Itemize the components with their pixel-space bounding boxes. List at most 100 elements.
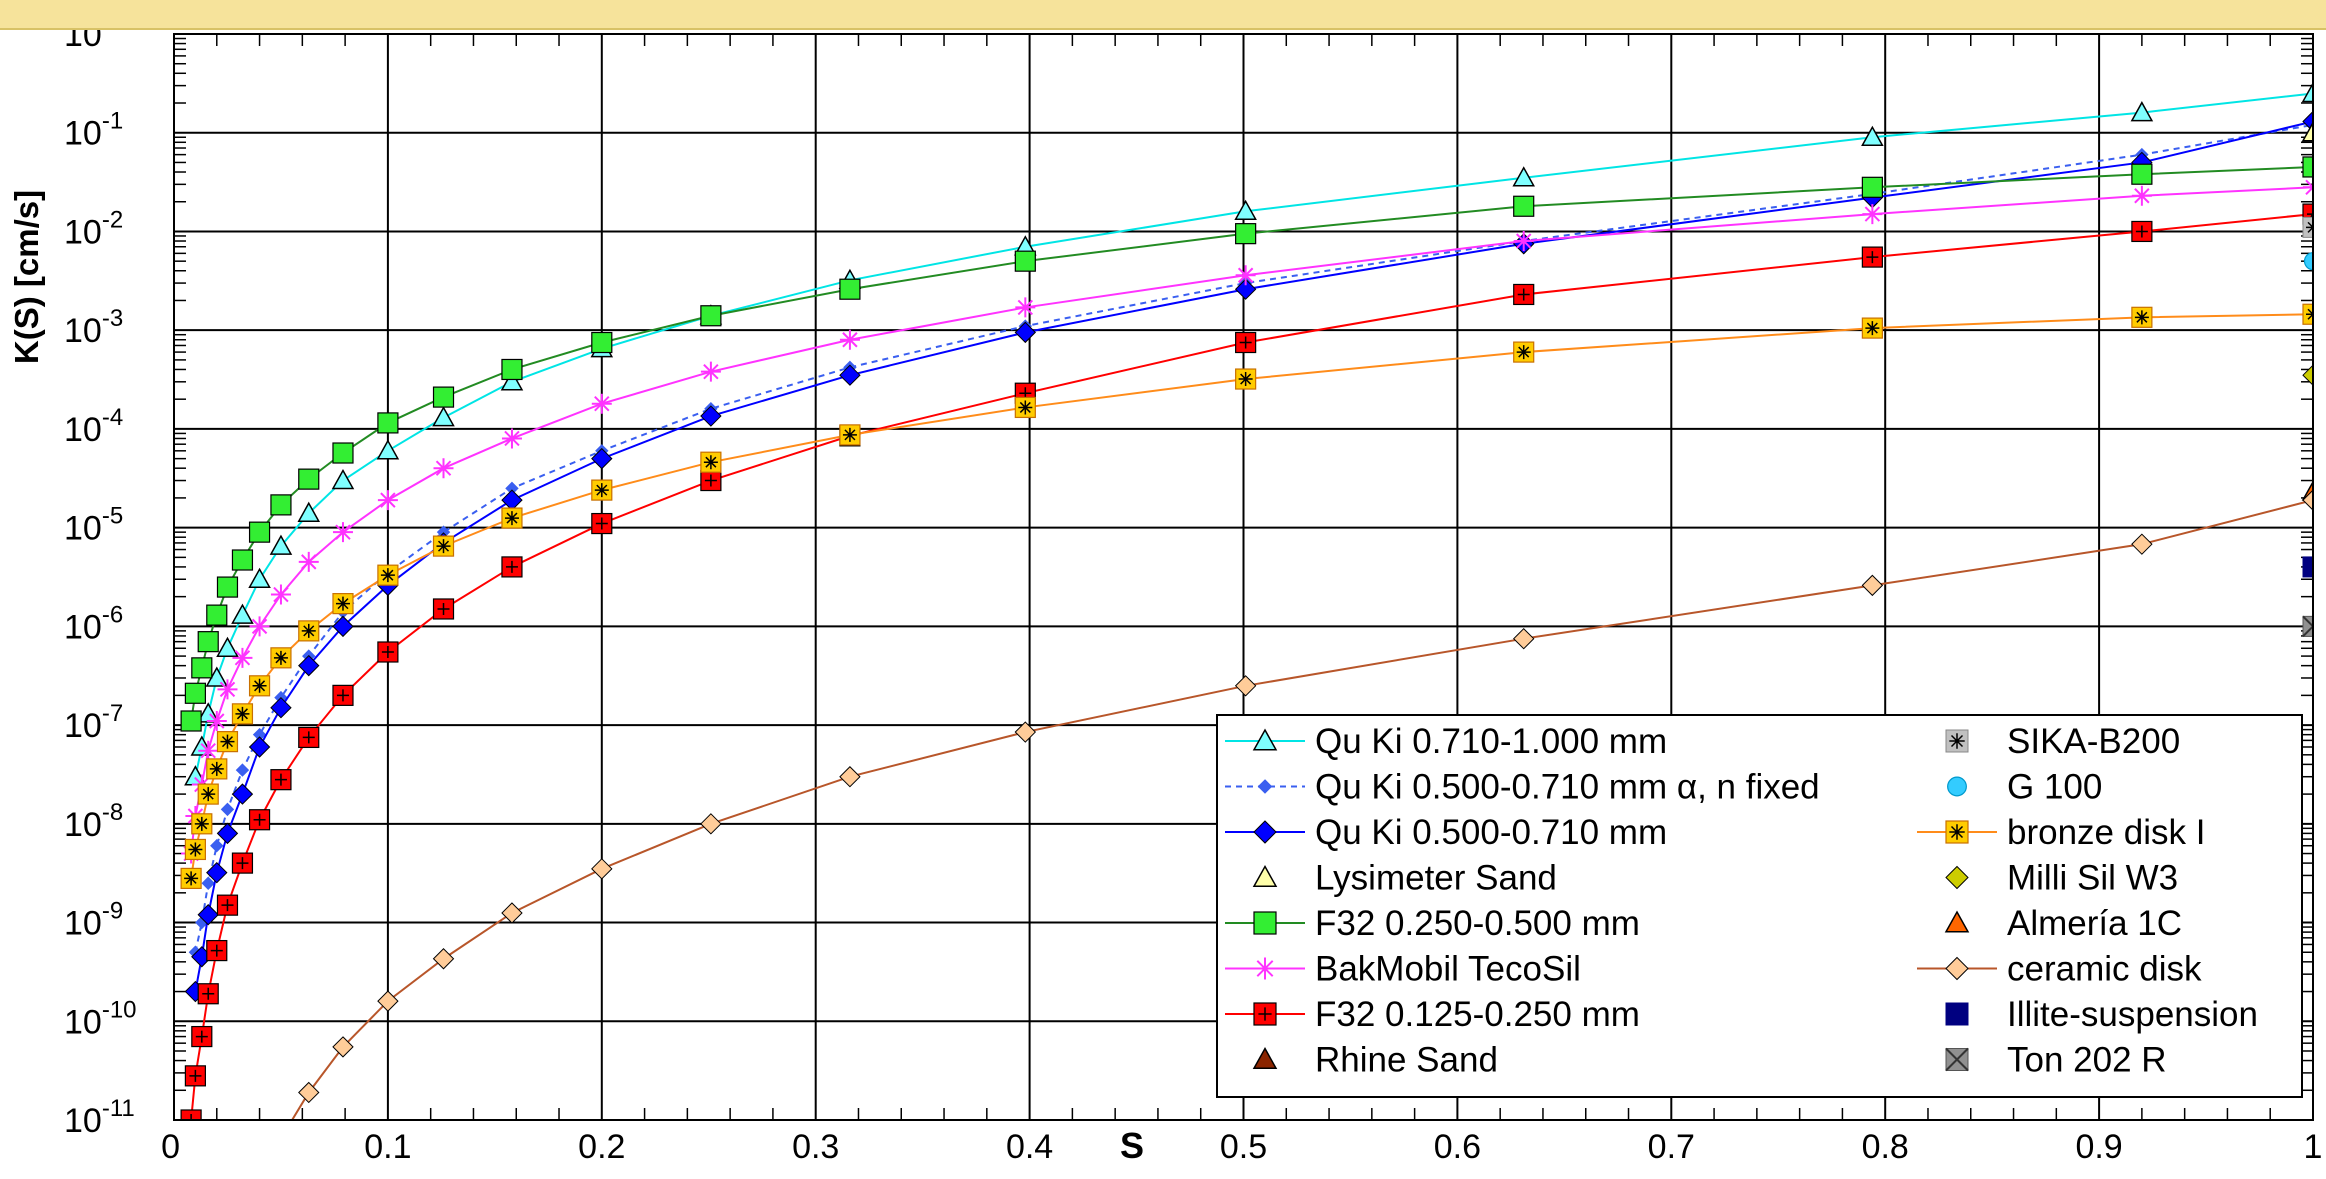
data-point [180,710,202,732]
data-point [501,358,523,381]
legend-swatch-marker [1252,1046,1278,1070]
data-point [377,641,399,663]
data-point [270,769,292,791]
legend: Qu Ki 0.710-1.000 mm Qu Ki 0.500-0.710 mm… [1216,714,2303,1098]
legend-swatch-marker [1944,910,1970,933]
data-point [220,802,235,817]
legend-item: Qu Ki 0.500-0.710 mm [1225,813,1667,852]
data-point [500,370,524,391]
data-point [216,894,239,916]
legend-swatch-marker [1945,1047,1969,1072]
data-point [2131,185,2152,206]
marker-cross [1866,251,1879,264]
x-tick-label: 0.9 [2075,1128,2122,1166]
data-point [1513,283,1535,306]
data-point [191,1025,213,1048]
data-point [270,696,292,719]
data-point [377,564,399,586]
data-point [191,657,213,679]
legend-item: Almería 1C [1944,904,2182,943]
data-point [1235,223,1257,245]
y-tick-label: 10-6 [64,601,123,646]
data-point [839,766,861,788]
legend-label: Qu Ki 0.500-0.710 mm [1315,813,1667,852]
series-illite-suspension [2302,556,2313,578]
legend-swatch-marker [1945,729,1969,753]
data-point [1861,125,1884,146]
data-point [206,604,228,626]
series-layer [180,81,2313,1120]
marker-cross [253,813,266,826]
marker-cross [1239,336,1252,349]
marker-box [2302,615,2313,637]
marker-cross [1258,1007,1272,1021]
data-point [839,278,861,300]
data-point [1234,278,1257,300]
data-point [432,948,455,970]
data-point [591,858,613,880]
data-point [2303,252,2313,271]
data-point [270,584,291,605]
marker-star [220,734,235,749]
marker-star [194,816,209,831]
marker-star [252,678,267,693]
marker-star [184,871,199,886]
legend-swatch-marker [1945,820,1969,844]
legend-item: ceramic disk [1917,950,2202,989]
marker-cross [437,602,450,615]
data-point [197,783,219,805]
data-point [501,556,523,578]
x-tick-label: 0.3 [792,1128,839,1166]
data-point [297,501,321,522]
y-tick-label: 10-1 [64,108,123,153]
data-point [210,839,224,853]
legend-label: ceramic disk [2007,950,2202,989]
data-point [700,405,722,427]
data-point [231,703,254,725]
marker-cross [236,857,249,870]
x-tick-label: 0.5 [1220,1128,1267,1166]
legend-label: Qu Ki 0.500-0.710 mm α, n fixed [1315,768,1820,807]
y-tick-label: 10-9 [64,898,123,943]
data-point [1014,250,1036,272]
legend-label: Qu Ki 0.710-1.000 mm [1315,722,1667,761]
data-point [248,567,271,589]
legend-label: Almería 1C [2007,904,2182,943]
marker-star [201,787,216,802]
data-point [248,521,271,543]
legend-item: F32 0.250-0.500 mm [1225,904,1640,943]
data-point [433,458,454,479]
data-point [206,758,228,780]
y-tick-label: 10-5 [64,503,123,548]
data-point [1235,265,1256,286]
data-point [591,479,613,501]
data-point [432,406,455,427]
data-point [184,682,206,704]
data-point [591,512,613,535]
marker-star [703,455,718,470]
data-point [180,1109,202,1120]
legend-label: Lysimeter Sand [1315,859,1557,898]
y-tick-label: 10-10 [64,996,137,1041]
x-tick-label: 0 [161,1128,180,1166]
data-point [700,813,722,835]
x-tick-label: 0.1 [364,1128,411,1166]
legend-item: Ton 202 R [1945,1041,2167,1080]
plot-frame [173,33,2314,1121]
legend-label: SIKA-B200 [2007,722,2180,761]
legend-swatch-marker [1253,820,1277,844]
marker-star [209,761,224,776]
y-tick-label: 10-11 [64,1095,135,1140]
data-point [377,412,399,434]
series-g-100 [2303,252,2313,271]
data-point [2131,163,2153,185]
data-point [839,424,861,446]
series-lysimeter-sand [2301,121,2313,142]
x-tick-label: 0.4 [1006,1128,1053,1166]
x-tick-label: 0.8 [1862,1128,1909,1166]
legend-item: Rhine Sand [1252,1041,1498,1080]
data-point [231,783,254,805]
data-point [216,731,239,753]
y-tick-label: 10-3 [64,305,123,350]
title-bar-strip [0,0,2326,30]
